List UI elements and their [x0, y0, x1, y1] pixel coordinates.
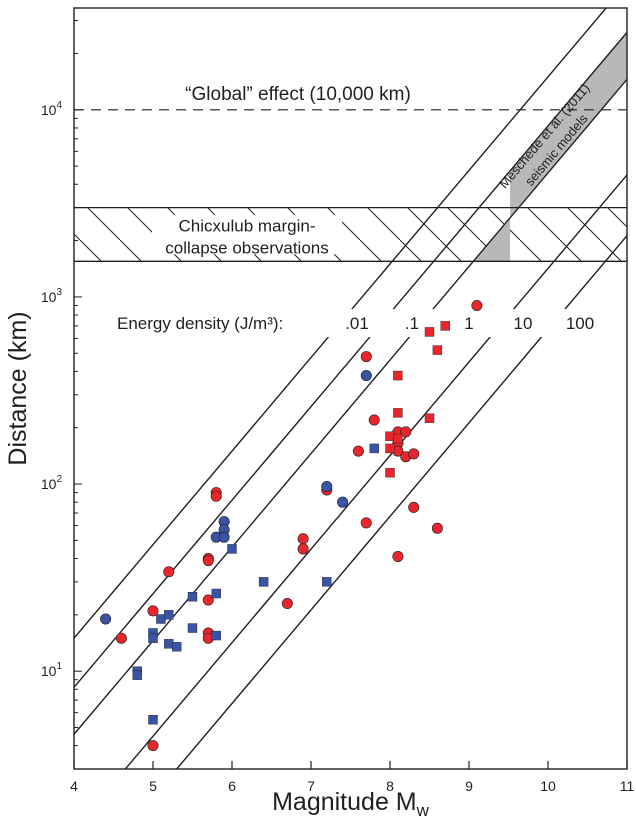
- data-point: [393, 408, 403, 418]
- data-point: [210, 490, 222, 502]
- energy-line-label-4: 100: [566, 314, 594, 333]
- x-tick-label: 10: [540, 778, 556, 794]
- data-point: [187, 591, 198, 602]
- data-point: [432, 345, 443, 355]
- data-point: [227, 544, 237, 554]
- x-tick-label: 5: [149, 778, 157, 794]
- energy-line-0: [74, 8, 608, 639]
- data-point: [360, 517, 372, 529]
- y-tick-label: 101: [41, 661, 63, 679]
- data-point: [163, 566, 175, 578]
- data-point: [424, 327, 435, 337]
- data-point: [321, 481, 333, 493]
- y-tick-label: 104: [41, 100, 63, 118]
- data-point: [440, 321, 450, 331]
- data-point: [171, 642, 182, 652]
- data-point: [164, 610, 174, 620]
- energy-density-label: Energy density (J/m³):: [117, 314, 283, 333]
- hatched-band-label-line1: Chicxulub margin-: [179, 217, 316, 236]
- data-point: [164, 639, 174, 649]
- energy-line-label-1: .1: [405, 314, 419, 333]
- data-point: [369, 443, 379, 454]
- data-point: [360, 370, 372, 382]
- data-point: [147, 740, 159, 752]
- x-axis-label: Magnitude Mw: [272, 788, 430, 820]
- data-point: [368, 414, 380, 426]
- data-point: [385, 431, 395, 441]
- data-point: [115, 632, 127, 644]
- data-point: [400, 426, 412, 438]
- data-point: [218, 531, 230, 543]
- x-tick-label: 4: [70, 778, 78, 794]
- data-point: [392, 550, 404, 562]
- x-tick-label: 9: [465, 778, 473, 794]
- global-effect-label-background: [148, 79, 448, 106]
- data-point: [408, 448, 420, 460]
- data-point: [337, 496, 349, 508]
- data-point: [147, 605, 159, 617]
- data-point: [281, 597, 293, 609]
- data-point: [360, 351, 372, 363]
- data-point: [156, 614, 166, 624]
- x-tick-label: 7: [307, 778, 315, 794]
- data-point: [148, 715, 158, 725]
- data-point: [211, 588, 221, 599]
- data-point: [408, 501, 420, 513]
- data-point: [385, 443, 395, 454]
- hatched-band-label-line2: collapse observations: [165, 239, 328, 258]
- global-effect-label: “Global” effect (10,000 km): [185, 84, 411, 105]
- energy-line-label-3: 10: [514, 314, 533, 333]
- data-point: [202, 594, 214, 606]
- data-point: [431, 522, 443, 534]
- hatched-band-label-background: [152, 214, 342, 255]
- data-point: [132, 670, 142, 681]
- x-tick-label: 11: [620, 778, 635, 794]
- energy-line-4: [176, 234, 627, 769]
- data-point: [393, 370, 403, 381]
- x-tick-label: 6: [228, 778, 236, 794]
- shaded-band: [473, 32, 627, 262]
- y-axis-label: Distance (km): [4, 311, 32, 465]
- plot-frame: [73, 7, 628, 770]
- data-point: [393, 433, 403, 444]
- data-point: [100, 613, 112, 625]
- energy-density-label-background: [112, 309, 616, 337]
- energy-line-label-0: .01: [345, 314, 369, 333]
- data-point: [187, 623, 198, 633]
- energy-line-label-2: 1: [464, 314, 473, 333]
- data-point: [322, 577, 332, 587]
- data-point: [385, 467, 395, 478]
- data-point: [148, 633, 158, 643]
- y-tick-label: 102: [41, 474, 63, 492]
- x-tick-label: 8: [386, 778, 394, 794]
- data-point: [297, 543, 309, 555]
- data-point: [211, 630, 221, 641]
- data-point: [424, 413, 435, 423]
- data-point: [202, 555, 214, 567]
- data-point: [297, 533, 309, 545]
- data-point: [352, 445, 364, 457]
- data-point: [258, 577, 269, 587]
- y-tick-label: 103: [41, 287, 63, 305]
- data-point: [471, 299, 483, 311]
